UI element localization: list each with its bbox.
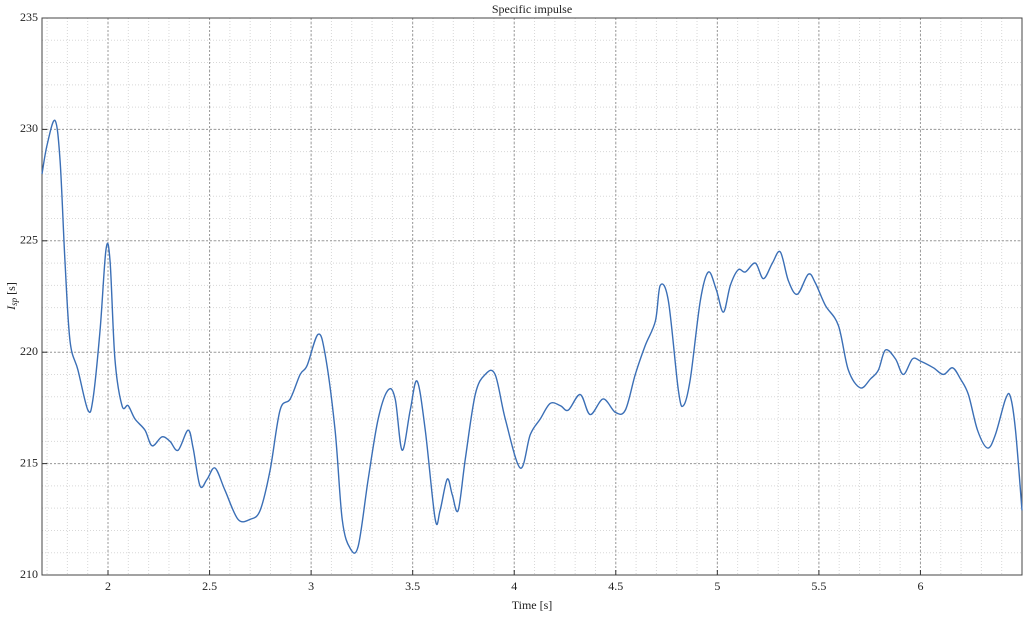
- x-tick-label: 2: [105, 579, 111, 593]
- x-tick-label: 4: [511, 579, 517, 593]
- x-tick-label: 5.5: [811, 579, 826, 593]
- y-label-main: I: [4, 305, 18, 311]
- y-tick-label: 225: [20, 233, 38, 247]
- y-tick-label: 235: [20, 10, 38, 24]
- y-tick-label: 210: [20, 567, 38, 581]
- x-tick-label: 3.5: [405, 579, 420, 593]
- y-tick-label: 230: [20, 121, 38, 135]
- x-tick-label: 6: [917, 579, 923, 593]
- chart-title: Specific impulse: [492, 2, 572, 16]
- y-label-sub: sp: [9, 297, 19, 306]
- x-tick-label: 5: [714, 579, 720, 593]
- y-axis-label: Isp [s]: [4, 282, 19, 311]
- y-tick-label: 215: [20, 455, 38, 469]
- x-tick-label: 2.5: [202, 579, 217, 593]
- data-line: [41, 119, 1023, 554]
- y-tick-label: 220: [20, 344, 38, 358]
- x-axis-label: Time [s]: [512, 598, 553, 612]
- x-tick-label: 4.5: [608, 579, 623, 593]
- y-label-unit: [s]: [4, 282, 18, 295]
- plot-frame: [41, 17, 1023, 576]
- x-tick-label: 3: [308, 579, 314, 593]
